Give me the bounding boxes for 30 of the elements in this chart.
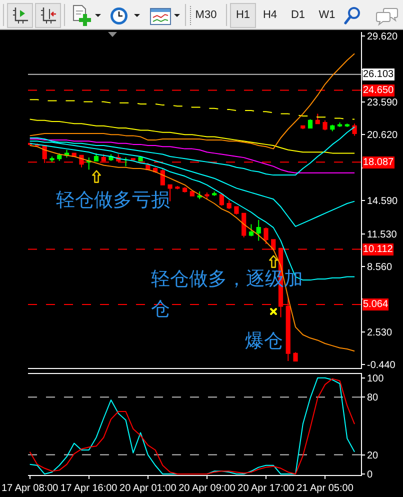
y-tick-label: 80	[367, 392, 379, 404]
x-tick-label: 20 Apr 01:00	[120, 483, 177, 494]
y-tick-label: 20	[367, 450, 379, 462]
y-tick-label: 20.620	[367, 130, 398, 141]
y-tick-label: 2.530	[367, 328, 392, 339]
y-tick-label: 0	[367, 470, 373, 481]
y-tick-label: 100	[367, 373, 384, 384]
y-tick-label: 29.620	[367, 31, 398, 42]
ref-line-label: 24.650	[363, 85, 394, 96]
y-tick-label: 14.590	[367, 196, 398, 207]
y-tick-label: 11.530	[367, 229, 398, 240]
ref-line-label: 10.112	[363, 244, 394, 255]
x-tick-label: 20 Apr 09:00	[178, 483, 236, 494]
x-tick-label: 20 Apr 17:00	[238, 483, 295, 494]
y-tick-label: -0.440	[367, 360, 396, 372]
text: D1	[290, 9, 306, 22]
annotation: 爆仓	[245, 330, 283, 353]
ref-line-label: 18.087	[363, 157, 394, 168]
x-tick-label: 17 Apr 08:00	[1, 483, 59, 494]
annotation: 轻仓做多亏损	[56, 189, 170, 212]
x-tick-label: 21 Apr 05:00	[296, 483, 354, 494]
y-tick-label: 8.560	[367, 262, 392, 273]
text: M30	[195, 9, 217, 22]
ref-line-label: 26.103	[363, 69, 394, 80]
x-tick-label: 17 Apr 16:00	[60, 483, 118, 494]
ref-line-label: 5.064	[363, 299, 388, 310]
text: W1	[318, 9, 336, 22]
y-tick-label: 23.590	[367, 97, 398, 108]
text: H1	[236, 9, 250, 22]
text: H4	[262, 9, 278, 22]
